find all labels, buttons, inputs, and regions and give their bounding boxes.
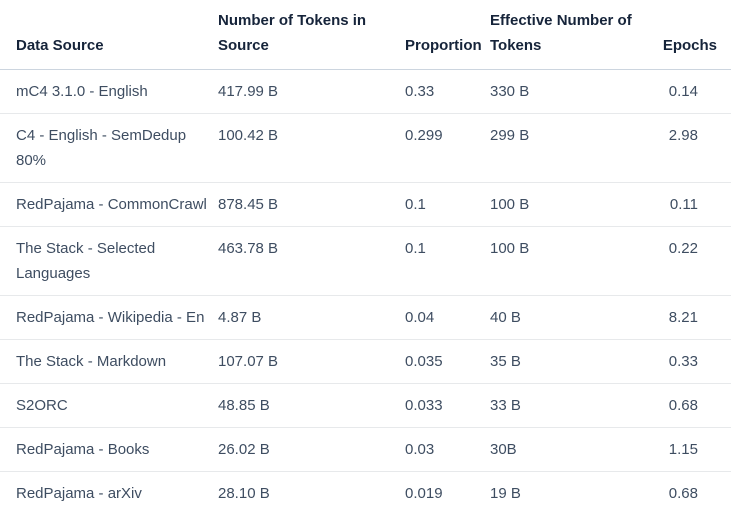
table-body: mC4 3.1.0 - English 417.99 B 0.33 330 B 0.14… bbox=[0, 69, 731, 511]
cell-epochs: 0.14 bbox=[640, 69, 731, 114]
cell-tokens-in-source: 417.99 B bbox=[218, 69, 405, 114]
cell-data-source: The Stack - Selected Languages bbox=[0, 226, 218, 296]
cell-proportion: 0.03 bbox=[405, 427, 490, 472]
cell-epochs: 8.21 bbox=[640, 295, 731, 340]
cell-effective-tokens: 299 B bbox=[490, 113, 640, 183]
cell-data-source: RedPajama - Wikipedia - En bbox=[0, 295, 218, 340]
table-row: RedPajama - arXiv 28.10 B 0.019 19 B 0.68 bbox=[0, 471, 731, 511]
col-header-effective-tokens: Effective Number of Tokens bbox=[490, 0, 640, 70]
cell-data-source: mC4 3.1.0 - English bbox=[0, 69, 218, 114]
table-row: mC4 3.1.0 - English 417.99 B 0.33 330 B 0.14 bbox=[0, 69, 731, 114]
cell-tokens-in-source: 878.45 B bbox=[218, 182, 405, 227]
cell-proportion: 0.033 bbox=[405, 383, 490, 428]
cell-effective-tokens: 33 B bbox=[490, 383, 640, 428]
table-header: Data Source Number of Tokens in Source P… bbox=[0, 0, 731, 70]
cell-epochs: 0.68 bbox=[640, 471, 731, 511]
table-row: C4 - English - SemDedup 80% 100.42 B 0.299… bbox=[0, 113, 731, 183]
cell-tokens-in-source: 463.78 B bbox=[218, 226, 405, 296]
cell-data-source: RedPajama - CommonCrawl bbox=[0, 182, 218, 227]
cell-epochs: 1.15 bbox=[640, 427, 731, 472]
col-header-data-source: Data Source bbox=[0, 0, 218, 70]
cell-tokens-in-source: 4.87 B bbox=[218, 295, 405, 340]
cell-epochs: 0.33 bbox=[640, 339, 731, 384]
cell-effective-tokens: 100 B bbox=[490, 226, 640, 296]
table-row: The Stack - Selected Languages 463.78 B 0.… bbox=[0, 226, 731, 296]
cell-effective-tokens: 35 B bbox=[490, 339, 640, 384]
cell-effective-tokens: 19 B bbox=[490, 471, 640, 511]
cell-epochs: 2.98 bbox=[640, 113, 731, 183]
col-header-proportion: Proportion bbox=[405, 0, 490, 70]
cell-proportion: 0.019 bbox=[405, 471, 490, 511]
table-row: S2ORC 48.85 B 0.033 33 B 0.68 bbox=[0, 383, 731, 428]
cell-tokens-in-source: 48.85 B bbox=[218, 383, 405, 428]
cell-epochs: 0.11 bbox=[640, 182, 731, 227]
table-row: RedPajama - Books 26.02 B 0.03 30B 1.15 bbox=[0, 427, 731, 472]
cell-epochs: 0.22 bbox=[640, 226, 731, 296]
cell-data-source: RedPajama - arXiv bbox=[0, 471, 218, 511]
cell-proportion: 0.299 bbox=[405, 113, 490, 183]
cell-epochs: 0.68 bbox=[640, 383, 731, 428]
cell-data-source: C4 - English - SemDedup 80% bbox=[0, 113, 218, 183]
cell-proportion: 0.04 bbox=[405, 295, 490, 340]
cell-effective-tokens: 40 B bbox=[490, 295, 640, 340]
cell-tokens-in-source: 100.42 B bbox=[218, 113, 405, 183]
cell-effective-tokens: 330 B bbox=[490, 69, 640, 114]
cell-proportion: 0.33 bbox=[405, 69, 490, 114]
cell-effective-tokens: 100 B bbox=[490, 182, 640, 227]
cell-proportion: 0.1 bbox=[405, 182, 490, 227]
table-row: RedPajama - Wikipedia - En 4.87 B 0.04 40 B… bbox=[0, 295, 731, 340]
header-row: Data Source Number of Tokens in Source P… bbox=[0, 0, 731, 70]
cell-tokens-in-source: 28.10 B bbox=[218, 471, 405, 511]
table-row: The Stack - Markdown 107.07 B 0.035 35 B 0.3… bbox=[0, 339, 731, 384]
cell-tokens-in-source: 107.07 B bbox=[218, 339, 405, 384]
col-header-epochs: Epochs bbox=[640, 0, 731, 70]
cell-proportion: 0.035 bbox=[405, 339, 490, 384]
col-header-tokens-in-source: Number of Tokens in Source bbox=[218, 0, 405, 70]
cell-proportion: 0.1 bbox=[405, 226, 490, 296]
cell-effective-tokens: 30B bbox=[490, 427, 640, 472]
cell-data-source: S2ORC bbox=[0, 383, 218, 428]
cell-data-source: The Stack - Markdown bbox=[0, 339, 218, 384]
cell-tokens-in-source: 26.02 B bbox=[218, 427, 405, 472]
cell-data-source: RedPajama - Books bbox=[0, 427, 218, 472]
